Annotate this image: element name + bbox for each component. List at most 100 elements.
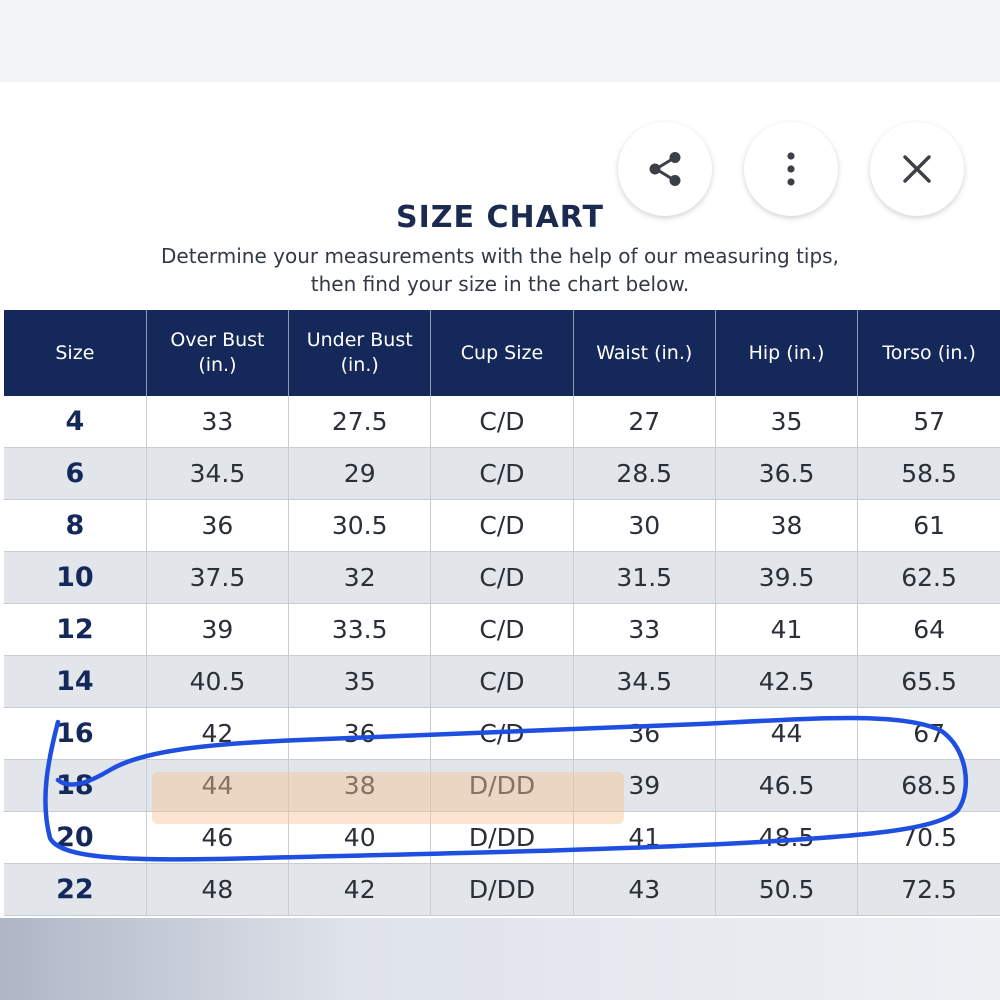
table-cell: 28.5	[573, 447, 716, 500]
table-cell: 57	[857, 396, 1000, 448]
chart-title: SIZE CHART	[395, 200, 605, 235]
share-icon	[649, 152, 681, 186]
table-cell: 72.5	[857, 863, 1000, 916]
size-cell: 10	[4, 551, 147, 604]
bottom-area	[0, 918, 1000, 1000]
table-row: 18 44 38 D/DD 39 46.5 68.5	[4, 759, 1000, 812]
table-row: 10 37.5 32 C/D 31.5 39.5 62.5	[4, 551, 1000, 604]
share-button[interactable]	[618, 122, 712, 216]
table-cell: 67	[857, 707, 1000, 760]
column-header-label: Over Bust	[170, 329, 265, 351]
table-cell: 64	[857, 603, 1000, 656]
size-cell: 16	[4, 707, 147, 760]
table-cell: 48.5	[715, 811, 859, 864]
table-cell: 41	[715, 603, 859, 656]
column-header: Size	[4, 310, 147, 396]
column-header: Torso (in.)	[857, 310, 1000, 396]
size-cell: 8	[4, 499, 147, 552]
table-cell: 32	[288, 551, 432, 604]
table-cell: 39.5	[715, 551, 859, 604]
table-cell: 46	[146, 811, 290, 864]
table-cell: D/DD	[430, 863, 574, 916]
table-row: 20 46 40 D/DD 41 48.5 70.5	[4, 811, 1000, 864]
table-cell: 33.5	[288, 603, 432, 656]
table-cell: 65.5	[857, 655, 1000, 708]
table-cell: 39	[146, 603, 290, 656]
table-cell: C/D	[430, 603, 574, 656]
table-cell: 39	[573, 759, 716, 812]
size-cell: 18	[4, 759, 147, 812]
table-cell: 61	[857, 499, 1000, 552]
table-cell: 30	[573, 499, 716, 552]
table-cell: 40	[288, 811, 432, 864]
table-header-row: Size Over Bust (in.) Under Bust (in.) Cup Siz…	[4, 310, 1000, 396]
size-cell: 12	[4, 603, 147, 656]
table-cell: 37.5	[146, 551, 290, 604]
more-options-button[interactable]	[744, 122, 838, 216]
column-header-label: Size	[55, 341, 95, 364]
table-row: 22 48 42 D/DD 43 50.5 72.5	[4, 863, 1000, 916]
table-cell: 36.5	[715, 447, 859, 500]
table-cell: 42.5	[715, 655, 859, 708]
table-row: 8 36 30.5 C/D 30 38 61	[4, 499, 1000, 552]
table-cell: 44	[146, 759, 290, 812]
table-cell: 46.5	[715, 759, 859, 812]
table-cell: 41	[573, 811, 716, 864]
size-cell: 14	[4, 655, 147, 708]
table-cell: 40.5	[146, 655, 290, 708]
table-cell: C/D	[430, 551, 574, 604]
column-header-label: (in.)	[340, 354, 379, 376]
table-body: 4 33 27.5 C/D 27 35 57 6 34.5 29 C/D 28.5 36.5 58.5 8 3…	[4, 396, 1000, 916]
column-header: Under Bust (in.)	[288, 310, 432, 396]
subtitle-line-1: Determine your measurements with the hel…	[161, 244, 839, 268]
table-cell: 36	[573, 707, 716, 760]
size-cell: 22	[4, 863, 147, 916]
column-header: Over Bust (in.)	[146, 310, 290, 396]
table-cell: 31.5	[573, 551, 716, 604]
column-header-label: (in.)	[198, 354, 237, 376]
table-row: 4 33 27.5 C/D 27 35 57	[4, 396, 1000, 448]
table-row: 16 42 36 C/D 36 44 67	[4, 707, 1000, 760]
table-cell: C/D	[430, 396, 574, 448]
close-icon	[903, 155, 931, 183]
table-cell: 68.5	[857, 759, 1000, 812]
table-row: 6 34.5 29 C/D 28.5 36.5 58.5	[4, 447, 1000, 500]
column-header-label: Under Bust	[306, 329, 413, 351]
table-cell: 42	[288, 863, 432, 916]
table-cell: 62.5	[857, 551, 1000, 604]
column-header: Waist (in.)	[573, 310, 716, 396]
column-header: Hip (in.)	[715, 310, 859, 396]
table-cell: C/D	[430, 655, 574, 708]
table-cell: 70.5	[857, 811, 1000, 864]
column-header-label: Hip (in.)	[748, 341, 825, 364]
table-cell: D/DD	[430, 811, 574, 864]
table-cell: C/D	[430, 447, 574, 500]
table-row: 14 40.5 35 C/D 34.5 42.5 65.5	[4, 655, 1000, 708]
subtitle-line-2: then find your size in the chart below.	[310, 272, 690, 296]
column-header: Cup Size	[430, 310, 574, 396]
close-button[interactable]	[870, 122, 964, 216]
size-chart-table: Size Over Bust (in.) Under Bust (in.) Cup Siz…	[4, 310, 1000, 916]
table-cell: 50.5	[715, 863, 859, 916]
table-cell: 34.5	[146, 447, 290, 500]
table-cell: 36	[288, 707, 432, 760]
column-header-label: Cup Size	[460, 341, 544, 364]
table-cell: 35	[288, 655, 432, 708]
size-cell: 4	[4, 396, 147, 448]
table-cell: 43	[573, 863, 716, 916]
table-cell: 38	[715, 499, 859, 552]
table-cell: 36	[146, 499, 290, 552]
size-cell: 6	[4, 447, 147, 500]
table-cell: 48	[146, 863, 290, 916]
table-cell: 38	[288, 759, 432, 812]
table-cell: 29	[288, 447, 432, 500]
top-status-area	[0, 0, 1000, 82]
table-cell: 35	[715, 396, 859, 448]
table-cell: 30.5	[288, 499, 432, 552]
table-cell: 58.5	[857, 447, 1000, 500]
table-cell: 33	[146, 396, 290, 448]
table-cell: C/D	[430, 707, 574, 760]
table-row: 12 39 33.5 C/D 33 41 64	[4, 603, 1000, 656]
chart-subtitle: Determine your measurements with the hel…	[0, 242, 1000, 298]
column-header-label: Torso (in.)	[882, 341, 976, 364]
